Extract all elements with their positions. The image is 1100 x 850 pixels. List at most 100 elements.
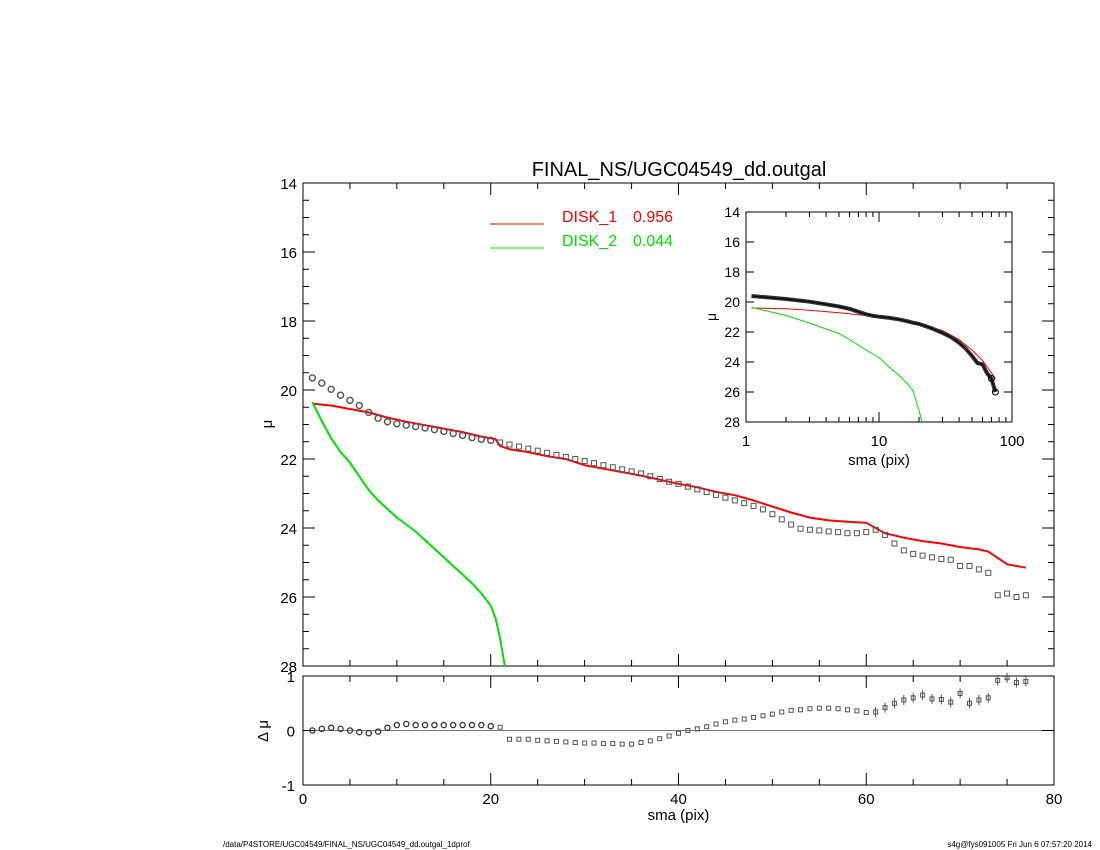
- observed-point: [355, 401, 364, 410]
- residual-point: [478, 721, 485, 729]
- observed-point: [882, 531, 889, 538]
- observed-point: [497, 439, 504, 446]
- footer-path: /data/P4STORE/UGC04549/FINAL_NS/UGC04549…: [223, 840, 470, 849]
- residual-point: [844, 707, 850, 713]
- observed-point: [769, 511, 776, 518]
- residual-point: [468, 721, 476, 729]
- observed-point: [713, 491, 720, 498]
- observed-point: [666, 478, 673, 485]
- observed-point: [449, 429, 457, 438]
- observed-point: [374, 414, 382, 422]
- residual-point: [704, 724, 710, 730]
- observed-point: [581, 458, 588, 465]
- footer-stamp: s4g@fys091005 Fri Jun 6 07:57:20 2014: [947, 840, 1092, 849]
- residual-point: [676, 730, 681, 736]
- observed-point: [759, 506, 766, 513]
- residual-point: [440, 721, 448, 729]
- residual-point: [713, 721, 719, 727]
- observed-point: [675, 480, 682, 487]
- legend-label-disk2: DISK_2: [562, 233, 617, 250]
- observed-point: [778, 516, 785, 523]
- residual-point: [346, 727, 354, 734]
- inset-ytick-label: 24: [724, 354, 740, 370]
- residual-point: [807, 706, 813, 712]
- main-ytick-label: 26: [280, 590, 297, 607]
- series-line-1: [312, 402, 1026, 569]
- observed-point: [383, 418, 392, 426]
- observed-point: [900, 547, 907, 554]
- residual-point: [647, 738, 653, 744]
- inset-ytick-label: 22: [724, 324, 740, 340]
- inset-ytick-label: 28: [724, 414, 740, 430]
- legend-label-disk1: DISK_1: [562, 209, 617, 226]
- residual-point: [760, 713, 766, 719]
- residual-point: [741, 716, 747, 722]
- observed-point: [816, 527, 823, 534]
- residual-point: [826, 705, 832, 711]
- observed-point: [928, 554, 935, 561]
- observed-point: [534, 447, 541, 454]
- residual-xtick-label: 0: [299, 791, 307, 808]
- observed-point: [336, 391, 345, 399]
- inset-observed-point: [987, 375, 995, 382]
- inset-ylabel: μ: [703, 313, 719, 321]
- observed-point: [562, 453, 569, 460]
- residual-point: [751, 714, 757, 720]
- residual-ytick-label: 0: [287, 724, 295, 741]
- inset-panel: 14 16 18 20 22 24 26 281 10 100 sma (pix) μ: [703, 204, 1025, 469]
- observed-point: [656, 476, 663, 483]
- residual-point: [431, 721, 438, 729]
- residual-point: [337, 725, 344, 733]
- residual-ytick-label: -1: [282, 778, 295, 795]
- observed-point: [919, 552, 926, 559]
- chart-title: FINAL_NS/UGC04549_dd.outgal: [532, 159, 827, 181]
- residual-point: [769, 711, 775, 717]
- observed-point: [872, 526, 879, 533]
- observed-point: [891, 540, 898, 547]
- residual-point: [854, 708, 860, 714]
- observed-point: [318, 379, 326, 387]
- observed-point: [544, 449, 551, 456]
- observed-point: [572, 456, 579, 462]
- observed-point: [553, 451, 560, 458]
- residual-point: [816, 705, 822, 711]
- residual-point: [553, 738, 559, 744]
- observed-point: [722, 494, 729, 501]
- observed-point: [853, 530, 860, 537]
- main-ytick-label: 28: [280, 659, 297, 676]
- observed-point: [938, 556, 945, 563]
- residual-point: [619, 741, 625, 747]
- observed-point: [684, 483, 691, 490]
- residual-point: [449, 721, 457, 729]
- inset-xtick-label: 1: [742, 433, 750, 450]
- residual-point: [356, 728, 363, 736]
- observed-point: [694, 486, 701, 493]
- observed-point: [609, 464, 616, 471]
- observed-point: [863, 529, 870, 536]
- inset-series-line-2: [751, 306, 923, 422]
- residual-point: [591, 740, 597, 746]
- residual-point: [384, 724, 391, 732]
- residual-point: [516, 736, 522, 742]
- observed-point: [975, 566, 982, 573]
- main-ytick-label: 20: [280, 383, 297, 400]
- inset-data: [751, 294, 999, 422]
- inset-xlabel: sma (pix): [848, 452, 910, 469]
- residual-point: [393, 721, 401, 729]
- residual-point: [732, 717, 738, 723]
- residual-point: [572, 739, 578, 745]
- observed-point: [430, 425, 439, 434]
- legend-value-disk2: 0.044: [633, 233, 673, 250]
- residual-point: [459, 721, 466, 729]
- residual-point: [403, 720, 410, 728]
- observed-point: [910, 550, 917, 557]
- observed-point: [1022, 592, 1029, 599]
- residual-point: [309, 727, 316, 734]
- residual-point: [694, 726, 700, 732]
- observed-point: [731, 497, 738, 504]
- observed-point: [806, 526, 813, 533]
- observed-point: [308, 374, 317, 382]
- residual-point: [657, 736, 663, 742]
- observed-point: [506, 441, 513, 448]
